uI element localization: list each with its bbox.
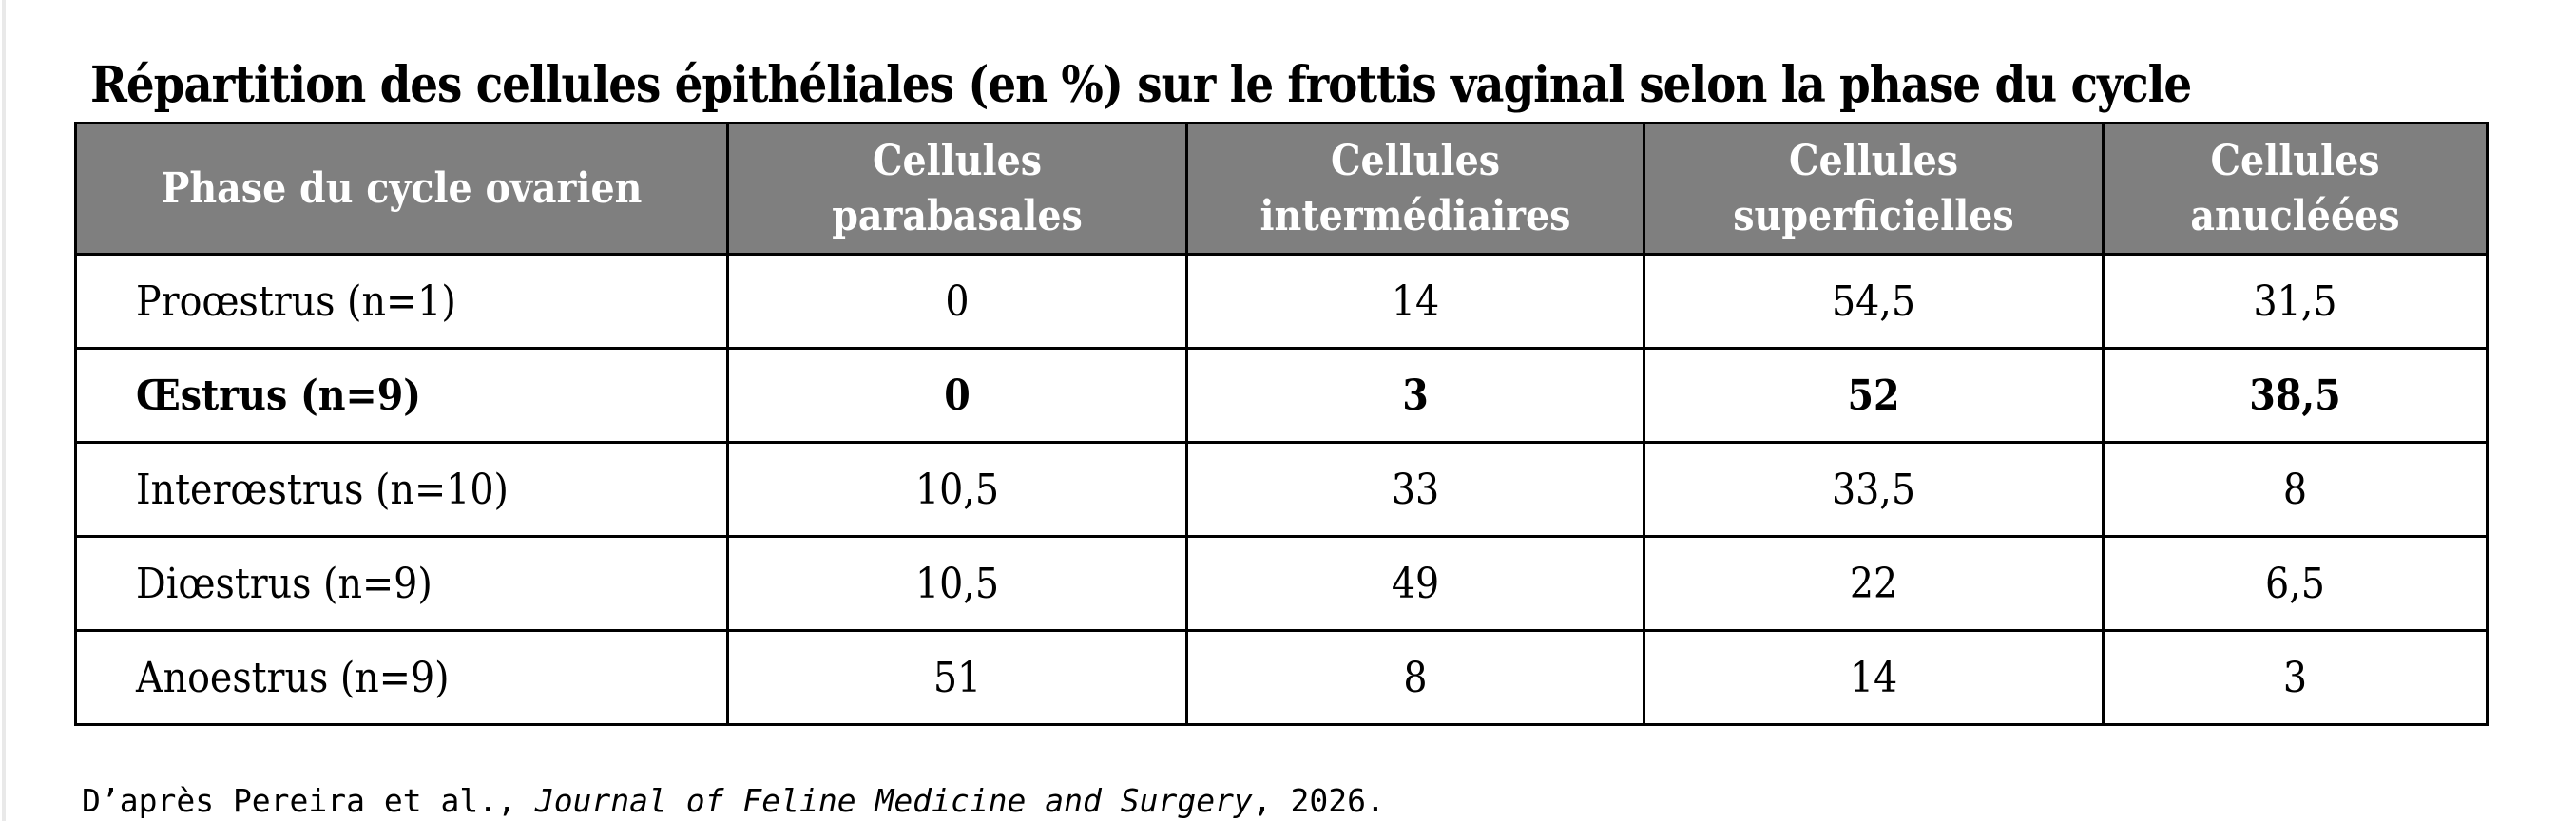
value-cell: 33,5: [1643, 441, 2105, 538]
header-row: Phase du cycle ovarien Cellules parabasa…: [74, 122, 2489, 256]
value-cell: 38,5: [2102, 347, 2489, 444]
journal-name: Journal of Feline Medicine and Surgery: [534, 782, 1253, 819]
phase-cell: Anoestrus (n=9): [74, 629, 729, 726]
header-phase: Phase du cycle ovarien: [74, 122, 729, 256]
source-prefix: D’après Pereira et al.,: [82, 782, 535, 819]
phase-cell: Interœstrus (n=10): [74, 441, 729, 538]
source-citation: D’après Pereira et al., Journal of Felin…: [82, 782, 1385, 819]
value-cell: 8: [1185, 629, 1645, 726]
value-cell: 49: [1185, 535, 1645, 632]
value-cell: 0: [726, 347, 1188, 444]
value-cell: 51: [726, 629, 1188, 726]
value-cell: 8: [2102, 441, 2489, 538]
value-cell: 10,5: [726, 441, 1188, 538]
table-row: Proœstrus (n=1) 0 14 54,5 31,5: [74, 253, 2489, 350]
source-suffix: , 2026.: [1252, 782, 1385, 819]
header-intermediaires: Cellules intermédiaires: [1185, 122, 1645, 256]
value-cell: 3: [1185, 347, 1645, 444]
header-anucleees: Cellules anucléées: [2102, 122, 2489, 256]
phase-cell: Proœstrus (n=1): [74, 253, 729, 350]
value-cell: 14: [1643, 629, 2105, 726]
value-cell: 52: [1643, 347, 2105, 444]
page-title: Répartition des cellules épithéliales (e…: [90, 55, 2192, 114]
window-left-edge: [2, 0, 6, 821]
table-row: Interœstrus (n=10) 10,5 33 33,5 8: [74, 441, 2489, 538]
table-body: Proœstrus (n=1) 0 14 54,5 31,5 Œstrus (n…: [74, 253, 2489, 726]
epithelial-cells-table: Phase du cycle ovarien Cellules parabasa…: [74, 122, 2489, 726]
value-cell: 22: [1643, 535, 2105, 632]
table-row: Anoestrus (n=9) 51 8 14 3: [74, 629, 2489, 726]
value-cell: 14: [1185, 253, 1645, 350]
value-cell: 54,5: [1643, 253, 2105, 350]
table-row: Diœstrus (n=9) 10,5 49 22 6,5: [74, 535, 2489, 632]
value-cell: 10,5: [726, 535, 1188, 632]
value-cell: 31,5: [2102, 253, 2489, 350]
header-parabasales: Cellules parabasales: [726, 122, 1188, 256]
header-superficielles: Cellules superficielles: [1643, 122, 2105, 256]
value-cell: 0: [726, 253, 1188, 350]
phase-cell: Œstrus (n=9): [74, 347, 729, 444]
value-cell: 3: [2102, 629, 2489, 726]
table-header: Phase du cycle ovarien Cellules parabasa…: [74, 122, 2489, 256]
value-cell: 6,5: [2102, 535, 2489, 632]
phase-cell: Diœstrus (n=9): [74, 535, 729, 632]
value-cell: 33: [1185, 441, 1645, 538]
table-row: Œstrus (n=9) 0 3 52 38,5: [74, 347, 2489, 444]
